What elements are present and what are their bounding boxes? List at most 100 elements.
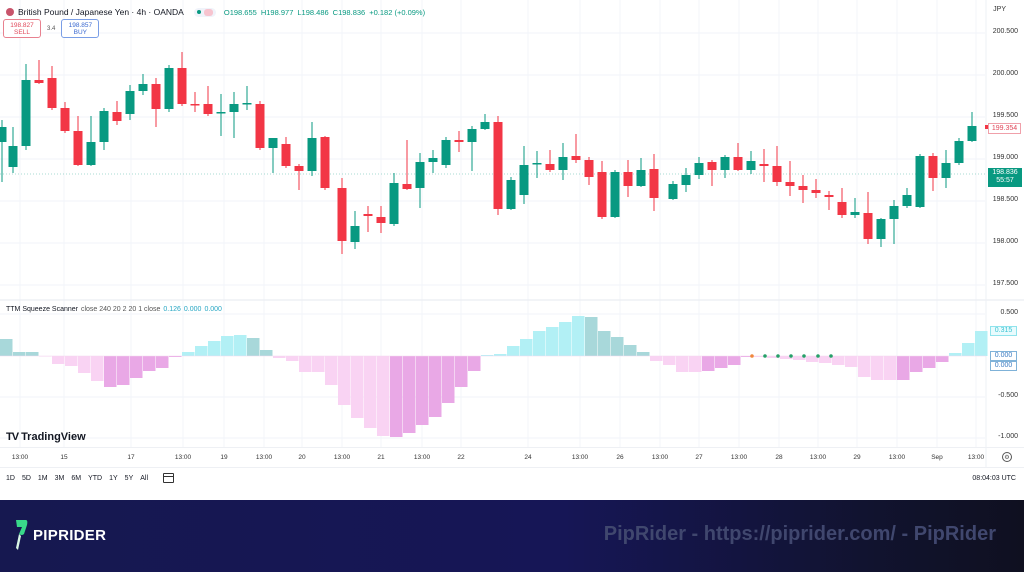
sell-button[interactable]: 198.827 SELL [3, 19, 41, 38]
candle-body [138, 84, 148, 91]
range-buttons: 1D 5D 1M 3M 6M YTD 1Y 5Y All [6, 475, 148, 482]
marker-price-tag: 199.354 [988, 123, 1021, 134]
symbol-title[interactable]: British Pound / Japanese Yen · 4h · OAND… [18, 7, 184, 17]
candle-body [636, 170, 646, 186]
ohlc-values: O198.655 H198.977 L198.486 C198.836 +0.1… [223, 7, 426, 17]
histogram-bar [104, 356, 117, 387]
market-open-icon [196, 10, 201, 14]
range-button-ytd[interactable]: YTD [88, 475, 103, 482]
candle-body [177, 68, 187, 104]
range-button-5y[interactable]: 5Y [124, 475, 134, 482]
histogram-bar [572, 316, 585, 356]
histogram-bar [780, 356, 793, 359]
histogram-bar [91, 356, 104, 381]
candle-body [681, 175, 691, 185]
time-tick-label: 15 [60, 454, 68, 461]
range-button-5d[interactable]: 5D [21, 475, 31, 482]
tradingview-mark-icon: TV [6, 431, 19, 443]
histogram-bar [598, 331, 611, 356]
time-tick-label: 20 [298, 454, 306, 461]
histogram-bar [286, 356, 299, 361]
candle-body [281, 144, 291, 166]
price-tick-label: 199.500 [992, 112, 1018, 119]
time-tick-label: 27 [695, 454, 703, 461]
piprider-mark-icon [16, 520, 28, 550]
histogram-bar [702, 356, 715, 371]
go-to-date-icon[interactable] [163, 473, 174, 483]
utc-clock[interactable]: 08:04:03 UTC [972, 475, 1016, 482]
histogram-bar [520, 339, 533, 356]
chart-area[interactable]: British Pound / Japanese Yen · 4h · OAND… [0, 0, 1024, 500]
price-tick-label: 200.000 [992, 70, 1018, 77]
range-button-6m[interactable]: 6M [71, 475, 82, 482]
axis-settings-icon[interactable]: ⚙ [1002, 452, 1012, 462]
piprider-banner: PIPRIDER PipRider - https://piprider.com… [0, 500, 1024, 572]
symbol-flag-icon [6, 8, 14, 16]
indicator-legend[interactable]: TTM Squeeze Scanner close 240 20 2 20 1 … [6, 306, 222, 313]
range-button-1y[interactable]: 1Y [109, 475, 118, 482]
candle-body [164, 68, 174, 109]
histogram-bar [858, 356, 871, 377]
histogram-bar [793, 356, 806, 360]
candle-body [558, 157, 568, 170]
histogram-bar [429, 356, 442, 417]
close-value: 198.836 [338, 7, 366, 17]
market-status-pills[interactable] [193, 7, 216, 17]
histogram-bar [767, 356, 780, 358]
candle-body [60, 108, 70, 131]
candle-body [467, 129, 477, 142]
indicator-params: close 240 20 2 20 1 close [80, 306, 161, 313]
histogram-bar [507, 346, 520, 356]
candle-body [889, 206, 899, 219]
price-chart[interactable] [0, 0, 1024, 467]
range-button-all[interactable]: All [140, 475, 149, 482]
range-button-1m[interactable]: 1M [37, 475, 48, 482]
currency-selector[interactable]: JPY [993, 6, 1006, 13]
candle-body [571, 156, 581, 160]
candle-body [350, 226, 360, 242]
candle-body [268, 138, 278, 148]
candle-body [0, 127, 7, 142]
piprider-brand: PIPRIDER [33, 526, 107, 544]
histogram-bar [0, 339, 13, 356]
squeeze-dot [829, 354, 833, 358]
histogram-bar [182, 352, 195, 356]
histogram-bar [546, 327, 559, 356]
time-tick-label: 13:00 [730, 454, 748, 461]
change-value: +0.182 (+0.09%) [369, 7, 426, 17]
histogram-bar [689, 356, 702, 372]
bar-countdown: 55:57 [996, 177, 1014, 184]
range-button-1d[interactable]: 1D [6, 475, 15, 482]
histogram-bar [481, 355, 494, 356]
candle-body [506, 180, 516, 209]
candle-body [915, 156, 925, 207]
histogram-bar [312, 356, 325, 372]
histogram-bar [897, 356, 910, 380]
candle-body [668, 184, 678, 199]
trade-panel: 198.827 SELL 3.4 198.857 BUY [3, 19, 100, 38]
candle-body [125, 91, 135, 114]
squeeze-dot [789, 354, 793, 358]
squeeze-dot [816, 354, 820, 358]
histogram-bar [195, 346, 208, 356]
candle-body [772, 166, 782, 182]
tradingview-logo[interactable]: TV TradingView [6, 431, 86, 443]
candle-body [307, 138, 317, 171]
candle-body [759, 164, 769, 166]
candle-body [707, 162, 717, 170]
buy-button[interactable]: 198.857 BUY [61, 19, 100, 38]
candle-body [623, 172, 633, 186]
time-tick-label: 13:00 [888, 454, 906, 461]
time-axis[interactable]: 13:00 15 17 13:00 19 13:00 20 13:00 21 13:00 22 24 1… [0, 447, 1024, 467]
open-value: 198.655 [229, 7, 257, 17]
histogram-bar [325, 356, 338, 385]
watermark-text: PipRider - https://piprider.com/ - PipRi… [603, 523, 996, 545]
squeeze-dot [776, 354, 780, 358]
squeeze-dot [750, 354, 754, 358]
candle-body [203, 104, 213, 114]
histogram-bar [806, 356, 819, 362]
histogram-bar [910, 356, 923, 372]
range-button-3m[interactable]: 3M [54, 475, 65, 482]
time-tick-label: 22 [457, 454, 465, 461]
squeeze-dot [763, 354, 767, 358]
